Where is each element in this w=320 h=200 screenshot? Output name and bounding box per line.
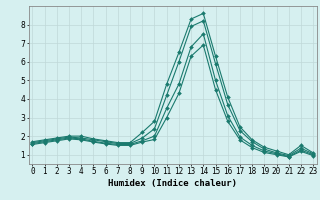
X-axis label: Humidex (Indice chaleur): Humidex (Indice chaleur) (108, 179, 237, 188)
